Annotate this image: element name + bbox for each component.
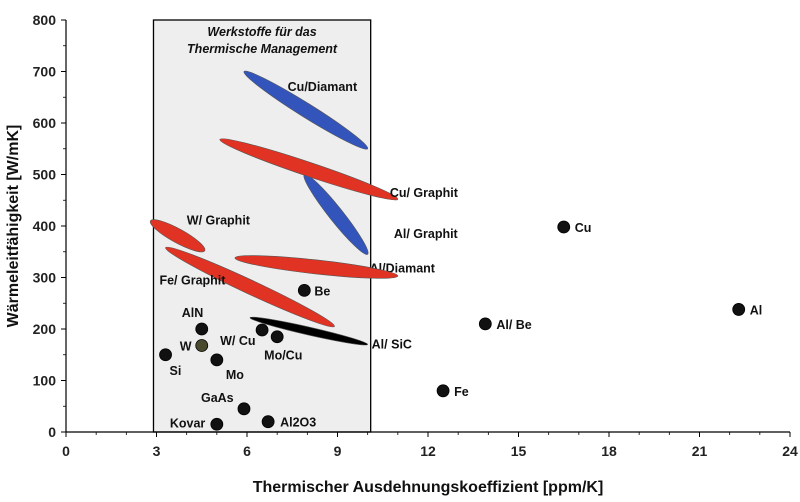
y-tick-label: 700 — [33, 64, 57, 80]
point-label-cu: Cu — [575, 221, 592, 235]
band-al-graphit — [234, 255, 399, 279]
point-al — [732, 303, 746, 316]
x-tick-label: 0 — [62, 443, 70, 459]
band-w-graphit — [149, 219, 206, 253]
point-label-al-be: Al/ Be — [496, 318, 531, 332]
y-tick-label: 500 — [33, 167, 57, 183]
point-si — [159, 348, 172, 362]
point-label-kovar: Kovar — [170, 416, 206, 430]
point-al-be — [478, 317, 492, 331]
point-gaas — [237, 402, 251, 416]
axes: 0 3 6 9 12 15 18 21 24 0 100 200 300 400 500 600 700 800 — [33, 12, 798, 459]
x-tick-label: 15 — [511, 443, 527, 459]
x-axis-title: Thermischer Ausdehnungskoeffizient [ppm/… — [253, 479, 604, 496]
x-tick-label: 6 — [243, 443, 251, 459]
x-tick-label: 21 — [692, 443, 708, 459]
y-tick-label: 600 — [33, 115, 57, 131]
x-tick-label: 9 — [334, 443, 342, 459]
region-label-line1: Werkstoffe für das — [207, 25, 316, 39]
point-aln — [195, 322, 209, 336]
point-cu — [557, 220, 571, 234]
point-label-mo: Mo — [226, 368, 244, 382]
band-label-cu-diamant: Cu/Diamant — [288, 80, 358, 94]
y-axis-title: Wärmeleitfähigkeit [W/mK] — [5, 125, 22, 328]
band-cu-diamant — [243, 70, 369, 150]
point-mo-cu — [270, 330, 284, 344]
point-label-mo-cu: Mo/Cu — [264, 349, 302, 363]
point-w-cu — [255, 323, 269, 337]
point-label-gaas: GaAs — [201, 391, 234, 405]
x-tick-label: 24 — [782, 443, 798, 459]
x-tick-label: 18 — [601, 443, 617, 459]
region-label-line2: Thermische Management — [187, 42, 338, 56]
point-al2o3 — [261, 415, 275, 429]
y-tick-label: 100 — [33, 373, 57, 389]
material-points: Cu Al Al/ Be Fe Be AlN W Si Mo W/ Cu Mo/Cu GaAs Kova… — [159, 220, 763, 431]
point-mo — [210, 353, 224, 367]
band-al-sic — [249, 316, 368, 346]
y-tick-label: 0 — [48, 424, 56, 440]
point-label-al2o3: Al2O3 — [280, 416, 316, 430]
point-label-si: Si — [170, 364, 182, 378]
band-fe-graphit — [165, 246, 335, 328]
band-label-cu-graphit: Cu/ Graphit — [390, 186, 459, 200]
band-label-fe-graphit: Fe/ Graphit — [159, 273, 226, 287]
y-tick-label: 200 — [33, 321, 57, 337]
band-label-al-sic: Al/ SiC — [372, 337, 412, 351]
point-label-be: Be — [314, 284, 330, 298]
point-fe — [436, 384, 450, 398]
band-cu-graphit — [219, 138, 399, 201]
point-label-aln: AlN — [182, 306, 204, 320]
point-w — [195, 339, 209, 352]
point-label-w: W — [180, 339, 192, 353]
band-label-w-graphit: W/ Graphit — [187, 214, 251, 228]
point-label-fe: Fe — [454, 385, 469, 399]
x-tick-label: 12 — [420, 443, 436, 459]
point-be — [297, 283, 311, 297]
y-tick-label: 300 — [33, 270, 57, 286]
point-kovar — [210, 417, 224, 431]
y-tick-label: 400 — [33, 218, 57, 234]
point-label-w-cu: W/ Cu — [220, 334, 255, 348]
y-tick-label: 800 — [33, 12, 57, 28]
band-label-al-graphit: Al/ Graphit — [394, 227, 459, 241]
x-tick-label: 3 — [153, 443, 161, 459]
point-label-al: Al — [750, 303, 763, 317]
